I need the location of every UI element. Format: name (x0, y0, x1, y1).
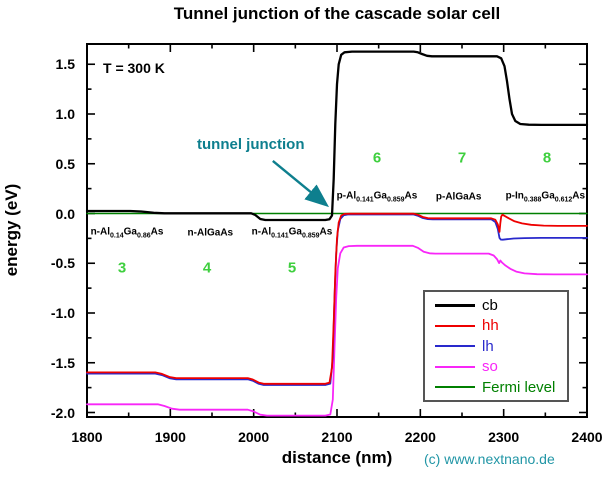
legend-item-fermi-level: Fermi level (425, 380, 567, 395)
legend-label: so (482, 358, 498, 375)
region-number-3: 3 (117, 259, 127, 277)
chart-title: Tunnel junction of the cascade solar cel… (173, 4, 501, 23)
y-tick-label: -2.0 (50, 404, 75, 421)
x-axis-label: distance (nm) (281, 448, 393, 467)
y-tick-label: -0.5 (50, 255, 75, 272)
legend: cb hh lh so Fermi level (423, 290, 569, 402)
legend-label: Fermi level (482, 378, 556, 396)
region-number-5: 5 (287, 259, 297, 277)
x-tick-label: 1900 (154, 429, 186, 445)
material-label: n-AlGaAs (187, 227, 234, 239)
region-number-6: 6 (372, 149, 382, 167)
legend-item-so: so (425, 359, 567, 374)
curve-hh (86, 212, 588, 385)
x-tick-label: 2300 (488, 429, 520, 445)
curve-lh (86, 213, 588, 386)
legend-label: cb (482, 296, 498, 314)
legend-line-sample (435, 365, 475, 368)
material-label: n-Al0.14Ga0.86As (90, 226, 164, 240)
region-number-4: 4 (202, 259, 212, 277)
tunnel-junction-arrow (272, 160, 330, 208)
legend-item-cb: cb (425, 298, 567, 313)
temperature-label: T = 300 K (103, 60, 165, 76)
legend-line-sample (435, 386, 475, 388)
y-tick-label: -1.0 (50, 305, 75, 321)
copyright-watermark: (c) www.nextnano.de (424, 451, 555, 467)
legend-line-sample (435, 303, 475, 307)
legend-line-sample (435, 345, 475, 347)
curve-so (86, 244, 588, 417)
y-tick-label: -1.5 (50, 354, 75, 371)
region-number-8: 8 (542, 149, 552, 167)
x-tick-label: 2200 (404, 429, 436, 445)
legend-item-hh: hh (425, 318, 567, 333)
material-label: n-Al0.141Ga0.859As (251, 226, 333, 240)
y-tick-label: 0.5 (55, 155, 75, 172)
y-axis-label: energy (eV) (2, 183, 21, 277)
legend-label: lh (482, 337, 494, 355)
material-label: p-Al0.141Ga0.859As (336, 190, 418, 204)
x-tick-label: 2400 (571, 429, 603, 445)
x-tick-label: 1800 (71, 429, 103, 445)
legend-line-sample (435, 324, 475, 327)
annotation-tunnel-junction-text: tunnel junction (197, 136, 305, 153)
y-tick-label: 0.0 (55, 205, 75, 222)
y-tick-label: 1.0 (55, 106, 75, 122)
curve-cb (85, 50, 589, 222)
x-tick-label: 2000 (238, 429, 270, 445)
material-label: p-AlGaAs (435, 191, 482, 203)
x-tick-label: 2100 (321, 429, 353, 445)
region-number-7: 7 (457, 149, 467, 167)
legend-item-lh: lh (425, 339, 567, 354)
legend-label: hh (482, 317, 499, 334)
material-label: p-In0.388Ga0.612As (505, 190, 586, 204)
y-tick-label: 1.5 (55, 56, 75, 73)
